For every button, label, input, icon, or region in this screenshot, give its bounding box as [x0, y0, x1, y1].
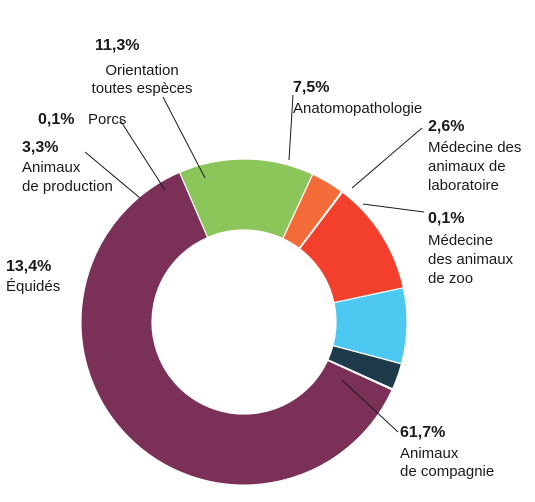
slice-name-label-3: Porcs: [88, 111, 126, 128]
leader-line-3: [119, 119, 166, 191]
leader-line-0: [341, 379, 399, 433]
slice-pct-label-3: 0,1%: [38, 111, 74, 128]
leader-line-5: [288, 94, 294, 161]
slice-name-label-6-0: Médecine des: [428, 139, 521, 156]
slice-pct-label-7: 0,1%: [428, 210, 464, 227]
slice-name-label-4-1: toutes espèces: [92, 80, 193, 97]
slice-name-label-4-0: Orientation: [105, 62, 178, 79]
slice-name-label-5-0: Anatomopathologie: [293, 100, 422, 117]
slice-pct-label-1: 13,4%: [6, 258, 51, 275]
slice-name-label-6-2: laboratoire: [428, 177, 499, 194]
slice-pct-label-0: 61,7%: [400, 424, 445, 441]
leader-line-4: [162, 96, 206, 179]
slice-name-label-2-0: Animaux: [22, 159, 81, 176]
slice-name-label-7-0: Médecine: [428, 232, 493, 249]
slice-0: [80, 171, 394, 486]
slice-name-label-6-1: animaux de: [428, 158, 506, 175]
slice-pct-label-5: 7,5%: [293, 79, 329, 96]
leader-line-6: [351, 127, 423, 189]
slice-pct-label-4: 11,3%: [95, 37, 139, 54]
slice-7: [326, 358, 394, 391]
slice-name-label-1-0: Équidés: [6, 278, 60, 295]
slice-name-label-0-0: Animaux: [400, 445, 459, 462]
slice-pct-label-2: 3,3%: [22, 139, 58, 156]
slice-name-label-7-2: de zoo: [428, 270, 473, 287]
slice-pct-label-6: 2,6%: [428, 118, 464, 135]
leader-line-2: [84, 151, 141, 199]
leader-line-7: [362, 203, 425, 213]
slice-name-label-7-1: des animaux: [428, 251, 514, 268]
slice-name-label-2-1: de production: [22, 178, 113, 195]
slice-name-label-0-1: de compagnie: [400, 463, 494, 480]
